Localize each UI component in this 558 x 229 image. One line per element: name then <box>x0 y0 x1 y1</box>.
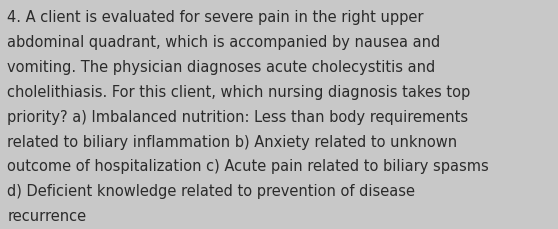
Text: outcome of hospitalization c) Acute pain related to biliary spasms: outcome of hospitalization c) Acute pain… <box>7 159 489 174</box>
Text: cholelithiasis. For this client, which nursing diagnosis takes top: cholelithiasis. For this client, which n… <box>7 85 470 99</box>
Text: priority? a) Imbalanced nutrition: Less than body requirements: priority? a) Imbalanced nutrition: Less … <box>7 109 468 124</box>
Text: 4. A client is evaluated for severe pain in the right upper: 4. A client is evaluated for severe pain… <box>7 10 424 25</box>
Text: d) Deficient knowledge related to prevention of disease: d) Deficient knowledge related to preven… <box>7 183 415 198</box>
Text: recurrence: recurrence <box>7 208 86 223</box>
Text: abdominal quadrant, which is accompanied by nausea and: abdominal quadrant, which is accompanied… <box>7 35 440 50</box>
Text: related to biliary inflammation b) Anxiety related to unknown: related to biliary inflammation b) Anxie… <box>7 134 458 149</box>
Text: vomiting. The physician diagnoses acute cholecystitis and: vomiting. The physician diagnoses acute … <box>7 60 435 75</box>
